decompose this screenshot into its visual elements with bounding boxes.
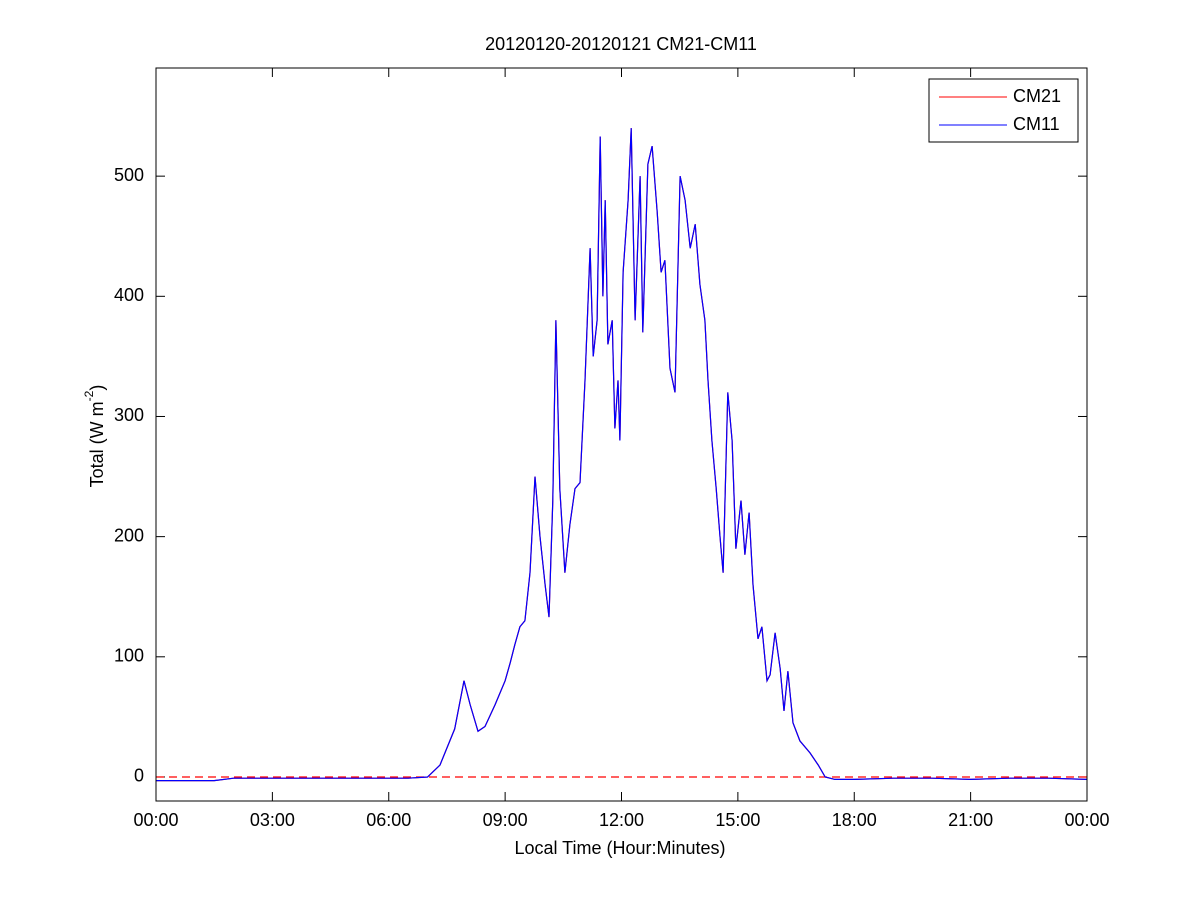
x-tick-label: 09:00 <box>483 810 528 830</box>
x-tick-label: 03:00 <box>250 810 295 830</box>
legend-label: CM21 <box>1013 86 1061 106</box>
y-tick-label: 100 <box>114 646 144 666</box>
legend-label: CM11 <box>1013 114 1060 134</box>
chart-title: 20120120-20120121 CM21-CM11 <box>485 34 757 54</box>
y-tick-label: 0 <box>134 766 144 786</box>
x-tick-label: 21:00 <box>948 810 993 830</box>
x-tick-label: 12:00 <box>599 810 644 830</box>
y-axis-label: Total (W m-2) <box>82 385 107 488</box>
y-axis-label-end: ) <box>87 385 107 391</box>
y-tick-label: 200 <box>114 525 144 545</box>
legend-box <box>928 78 1079 143</box>
y-tick-label: 400 <box>114 285 144 305</box>
y-tick-label: 500 <box>114 165 144 185</box>
y-axis-label-text: Total (W m <box>87 401 107 487</box>
x-tick-label: 00:00 <box>133 810 178 830</box>
x-tick-label: 00:00 <box>1064 810 1109 830</box>
y-tick-label: 300 <box>114 405 144 425</box>
data-line <box>156 128 1088 782</box>
plot-frame <box>155 67 1088 802</box>
x-tick-label: 18:00 <box>832 810 877 830</box>
y-axis-label-sup: -2 <box>82 390 96 401</box>
x-tick-label: 15:00 <box>715 810 760 830</box>
x-axis-label: Local Time (Hour:Minutes) <box>514 838 725 858</box>
x-tick-label: 06:00 <box>366 810 411 830</box>
